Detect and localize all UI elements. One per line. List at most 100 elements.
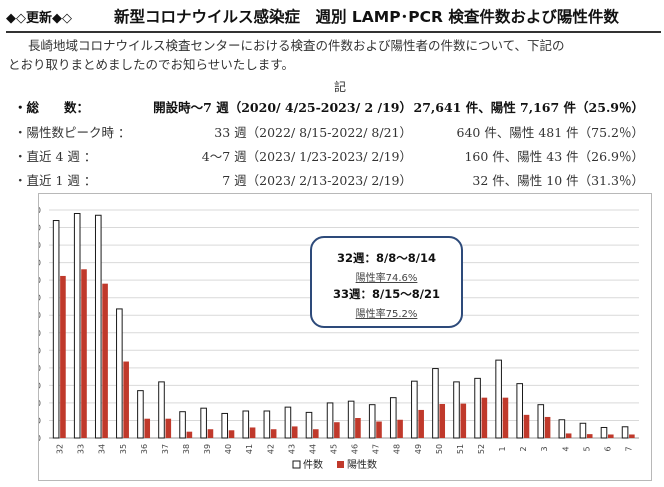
bar-tests-39 bbox=[200, 407, 207, 439]
summary-label: ・総 数： bbox=[14, 100, 90, 115]
y-tick-label: 0 bbox=[39, 434, 41, 443]
ki-heading: 記 bbox=[334, 80, 347, 94]
x-tick-label: 42 bbox=[266, 444, 275, 454]
bar-tests-4 bbox=[558, 419, 566, 439]
x-tick-label: 41 bbox=[245, 444, 254, 454]
summary-period: 開設時～7 週（2020/ 4/25-2023/ 2 /19） bbox=[153, 100, 412, 115]
summary-result: 640 件、陽性 481 件（75.2％） bbox=[456, 125, 644, 140]
x-tick-label: 37 bbox=[161, 444, 170, 454]
bar-tests-47 bbox=[368, 404, 376, 439]
bar-tests-41 bbox=[242, 410, 250, 439]
x-tick-label: 51 bbox=[456, 444, 465, 454]
bar-tests-48 bbox=[389, 397, 397, 439]
bar-positive-34 bbox=[102, 283, 108, 438]
bar-tests-34 bbox=[94, 214, 102, 439]
bar-tests-5 bbox=[579, 422, 587, 439]
x-tick-label: 49 bbox=[414, 444, 423, 454]
bar-tests-2 bbox=[516, 383, 524, 439]
bar-positive-40 bbox=[228, 430, 235, 438]
page-header: ◆◇更新◆◇ 新型コロナウイルス感染症 週別 LAMP･PCR 検査件数および陽… bbox=[6, 3, 661, 33]
page-title: 新型コロナウイルス感染症 週別 LAMP･PCR 検査件数および陽性件数 bbox=[114, 8, 619, 26]
bar-tests-43 bbox=[284, 406, 292, 439]
summary-row-last4: ・直近 4 週 ： 4～7 週（2023/ 1/23-2023/ 2/19） 1… bbox=[14, 146, 654, 166]
bar-tests-3 bbox=[537, 404, 545, 439]
summary-period: 7 週（2023/ 2/13-2023/ 2/19） bbox=[222, 173, 412, 188]
bar-tests-50 bbox=[432, 368, 439, 439]
y-tick-label: 650 bbox=[39, 206, 41, 215]
bar-positive-7 bbox=[629, 434, 635, 438]
intro-text: 長崎地域コロナウイルス検査センターにおける検査の件数および陽性者の件数について、… bbox=[8, 36, 658, 74]
intro-line-2: とおり取りまとめましたのでお知らせいたします。 bbox=[8, 57, 295, 72]
x-tick-label: 52 bbox=[477, 444, 486, 454]
x-tick-label: 46 bbox=[351, 444, 360, 454]
bar-tests-42 bbox=[263, 410, 271, 439]
x-tick-label: 4 bbox=[561, 446, 570, 451]
bar-positive-47 bbox=[376, 421, 382, 438]
x-tick-label: 43 bbox=[287, 444, 296, 454]
bar-tests-35 bbox=[116, 308, 123, 439]
y-tick-label: 150 bbox=[39, 381, 41, 390]
x-tick-label: 6 bbox=[603, 446, 612, 451]
bar-tests-52 bbox=[474, 377, 481, 439]
bar-positive-51 bbox=[460, 403, 467, 438]
bar-tests-37 bbox=[158, 381, 165, 439]
bar-positive-35 bbox=[123, 361, 129, 438]
bar-tests-51 bbox=[453, 381, 460, 439]
bar-positive-48 bbox=[397, 419, 403, 438]
bar-positive-42 bbox=[270, 429, 277, 438]
weekly-test-chart: 0501001502002503003504004505005506006503… bbox=[39, 206, 639, 471]
x-tick-label: 5 bbox=[582, 446, 591, 451]
bar-positive-45 bbox=[334, 422, 340, 438]
summary-label: ・直近 4 週 ： bbox=[14, 149, 97, 164]
x-tick-label: 45 bbox=[329, 444, 338, 454]
bar-positive-39 bbox=[207, 429, 214, 438]
bar-tests-45 bbox=[326, 402, 334, 439]
bar-tests-49 bbox=[411, 380, 418, 439]
bar-positive-38 bbox=[186, 431, 193, 438]
bar-positive-43 bbox=[291, 426, 298, 438]
summary-row-peak: ・陽性数ピーク時 ： 33 週（2022/ 8/15-2022/ 8/21） 6… bbox=[14, 122, 654, 142]
y-tick-label: 100 bbox=[39, 399, 41, 408]
bar-tests-44 bbox=[305, 411, 313, 439]
bar-tests-33 bbox=[73, 213, 81, 439]
bar-positive-3 bbox=[544, 416, 551, 438]
callout-week-33: 33週：8/15～8/21 bbox=[333, 287, 440, 301]
summary-result: 160 件、陽性 43 件（26.9％） bbox=[464, 149, 644, 164]
peak-callout: 32週：8/8～8/14 陽性率74.6% 33週：8/15～8/21 陽性率7… bbox=[310, 236, 463, 328]
x-tick-label: 1 bbox=[498, 446, 507, 451]
header-rule bbox=[6, 31, 661, 33]
legend-swatch-positive bbox=[337, 461, 344, 468]
x-tick-label: 40 bbox=[224, 444, 233, 454]
legend-label-tests: 件数 bbox=[303, 458, 323, 471]
summary-row-last1: ・直近 1 週 ： 7 週（2023/ 2/13-2023/ 2/19） 32 … bbox=[14, 170, 654, 190]
x-tick-label: 36 bbox=[140, 444, 149, 454]
bar-tests-6 bbox=[600, 426, 608, 439]
bar-positive-1 bbox=[502, 397, 509, 438]
bar-tests-38 bbox=[179, 411, 186, 439]
y-tick-label: 350 bbox=[39, 311, 41, 320]
x-tick-label: 47 bbox=[372, 444, 381, 454]
y-tick-label: 450 bbox=[39, 276, 41, 285]
bar-positive-49 bbox=[418, 409, 424, 438]
callout-rate-32: 陽性率74.6% bbox=[355, 273, 418, 284]
x-tick-label: 7 bbox=[624, 446, 633, 451]
bar-positive-46 bbox=[355, 418, 361, 438]
bar-positive-6 bbox=[607, 434, 614, 438]
bar-positive-36 bbox=[144, 418, 151, 438]
summary-result: 27,641 件、陽性 7,167 件（25.9％） bbox=[413, 100, 644, 115]
bar-positive-41 bbox=[249, 427, 256, 438]
summary-period: 33 週（2022/ 8/15-2022/ 8/21） bbox=[214, 125, 412, 140]
bar-tests-40 bbox=[221, 412, 229, 439]
x-tick-label: 50 bbox=[435, 444, 444, 454]
summary-period: 4～7 週（2023/ 1/23-2023/ 2/19） bbox=[201, 149, 412, 164]
bar-positive-5 bbox=[586, 434, 593, 438]
y-tick-label: 500 bbox=[39, 259, 41, 268]
y-tick-label: 50 bbox=[39, 416, 41, 425]
bar-positive-37 bbox=[165, 418, 172, 438]
y-tick-label: 550 bbox=[39, 241, 41, 250]
bar-positive-32 bbox=[60, 275, 66, 438]
intro-line-1: 長崎地域コロナウイルス検査センターにおける検査の件数および陽性者の件数について、… bbox=[28, 38, 565, 53]
summary-result: 32 件、陽性 10 件（31.3％） bbox=[472, 173, 644, 188]
x-tick-label: 39 bbox=[203, 444, 212, 454]
x-tick-label: 35 bbox=[119, 444, 128, 454]
